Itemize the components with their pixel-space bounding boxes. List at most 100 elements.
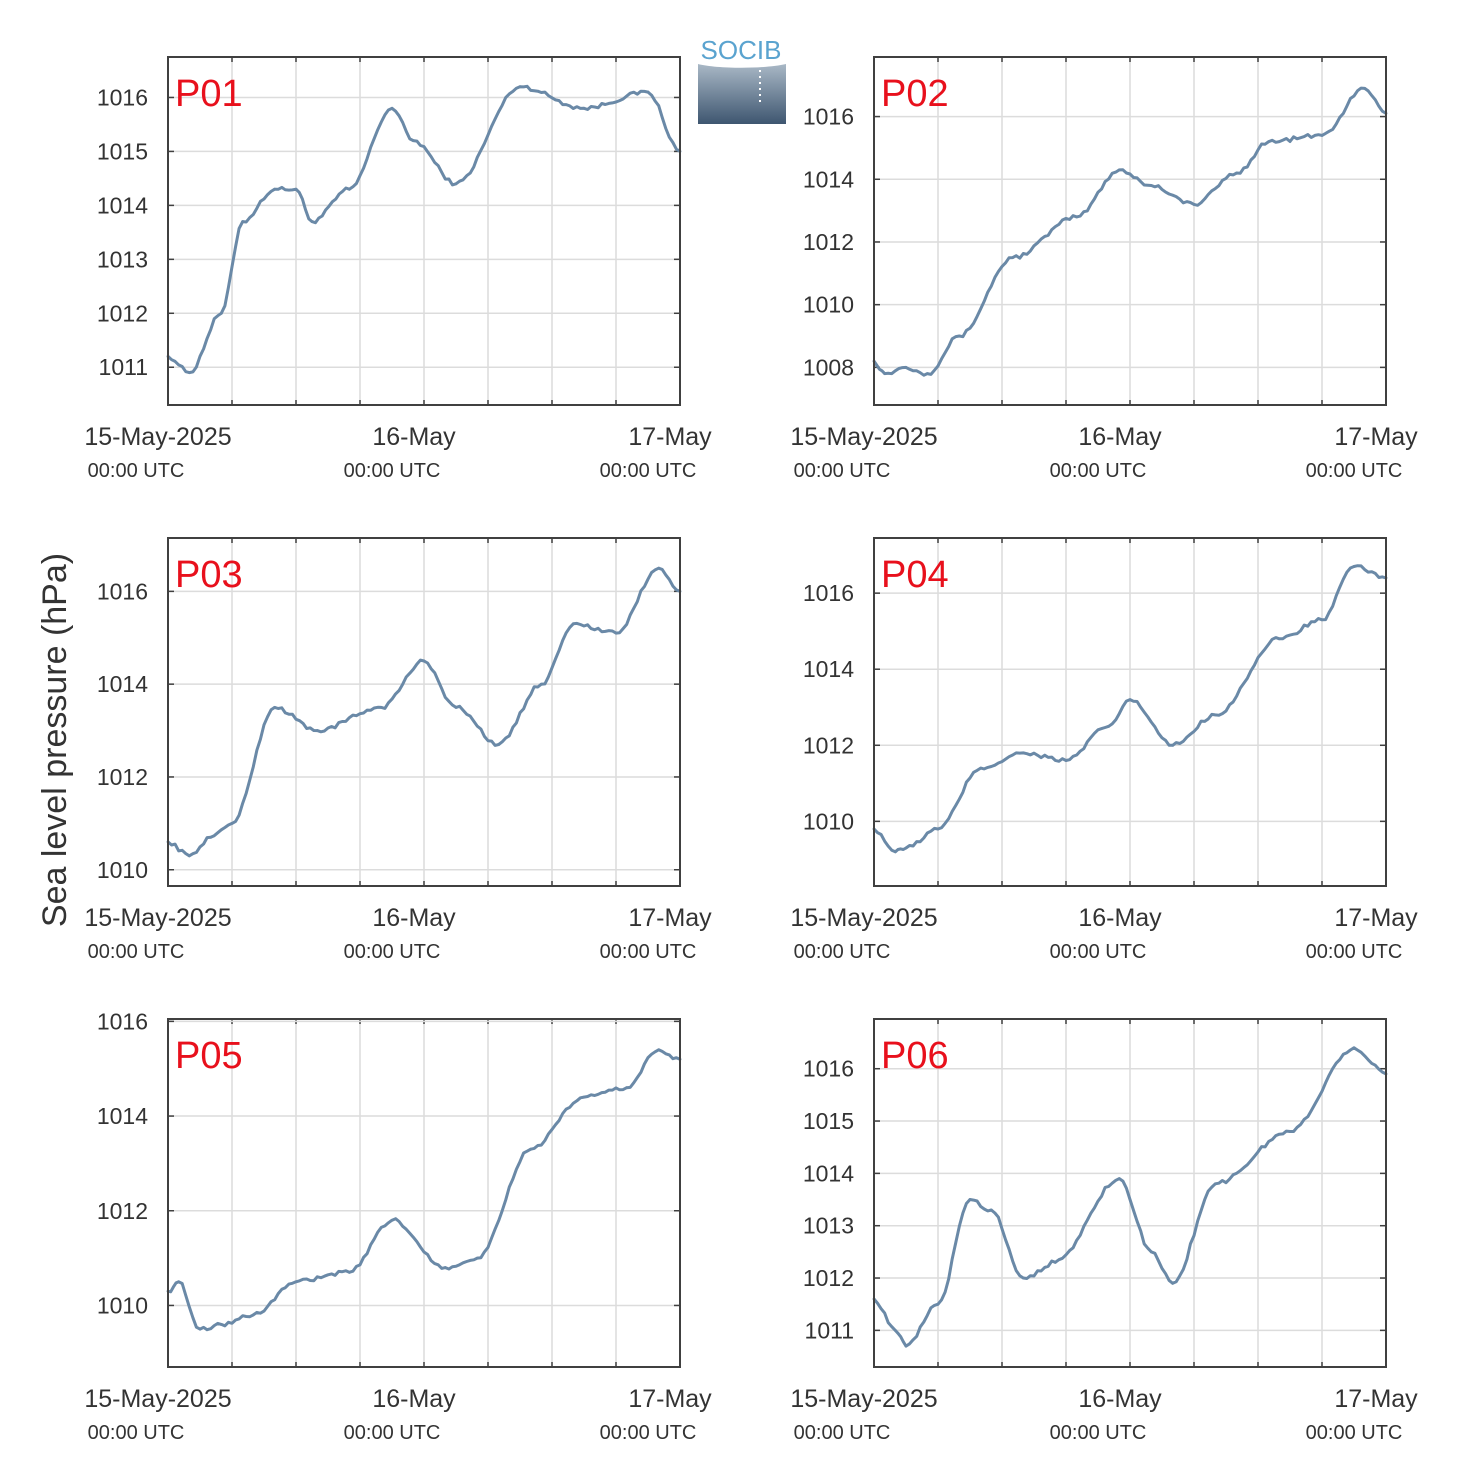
x-tick-label-date: 17-May: [628, 1385, 712, 1413]
data-point: [1288, 1130, 1292, 1133]
y-tick-label: 1011: [805, 1317, 854, 1343]
data-point: [241, 220, 245, 223]
data-point: [497, 743, 501, 746]
y-tick-label: 1014: [97, 1103, 148, 1129]
data-point: [273, 187, 277, 191]
data-point: [936, 1302, 940, 1306]
x-tick-label-time: 00:00 UTC: [344, 941, 441, 963]
data-point: [454, 182, 458, 186]
x-tick-label-time: 00:00 UTC: [794, 1422, 891, 1444]
x-tick-label-date: 15-May-2025: [84, 423, 231, 451]
x-tick-label-time: 00:00 UTC: [1050, 941, 1147, 963]
socib-logo: SOCIB: [698, 35, 786, 124]
data-point: [390, 106, 394, 110]
data-point: [957, 334, 961, 338]
x-tick-label-date: 15-May-2025: [790, 904, 937, 932]
series-line: [167, 1048, 681, 1332]
x-tick-label-date: 15-May-2025: [84, 904, 231, 932]
data-point: [582, 106, 586, 110]
data-point: [1149, 184, 1153, 187]
data-point: [198, 1327, 202, 1331]
data-point: [904, 1344, 908, 1348]
y-tick-label: 1016: [97, 84, 148, 110]
data-point: [310, 220, 314, 223]
data-point: [1053, 1260, 1057, 1264]
data-point: [1011, 256, 1015, 260]
y-tick-label: 1013: [97, 246, 148, 272]
data-point: [582, 1095, 586, 1099]
panel-p06: 1011 1012 1013 1014 1015 1016 P06 15-May-2025 00…: [790, 1018, 1418, 1444]
data-point: [657, 566, 661, 570]
data-point: [1171, 743, 1175, 747]
y-tick-label: 1014: [97, 671, 148, 697]
data-point: [454, 705, 458, 709]
data-point: [379, 705, 383, 709]
data-point: [1128, 698, 1132, 702]
x-tick-label-date: 15-May-2025: [790, 1385, 937, 1413]
data-point: [1352, 1046, 1356, 1050]
data-point: [1117, 168, 1121, 172]
data-point: [1352, 565, 1356, 568]
chart-panels: 1011 1012 1013 1014 1015 1016 P01 15-May-2025 00…: [84, 56, 1418, 1444]
panel-label: P03: [175, 554, 243, 596]
data-point: [1064, 759, 1068, 762]
data-point: [347, 187, 351, 191]
data-point: [475, 1256, 479, 1260]
x-tick-label-time: 00:00 UTC: [344, 460, 441, 482]
y-tick-label: 1014: [803, 1160, 854, 1186]
x-tick-label-time: 00:00 UTC: [1050, 460, 1147, 482]
panel-p02: 1008 1010 1012 1014 1016 P02 15-May-2025 00:00 …: [790, 56, 1418, 482]
x-tick-label-date: 16-May: [372, 1385, 456, 1413]
y-tick-label: 1014: [803, 656, 854, 682]
data-point: [893, 850, 897, 854]
y-tick-label: 1012: [803, 229, 854, 255]
y-tick-label: 1012: [803, 1265, 854, 1291]
data-point: [219, 311, 223, 315]
x-tick-label-date: 16-May: [1078, 423, 1162, 451]
x-tick-label-date: 17-May: [628, 904, 712, 932]
data-point: [422, 659, 426, 663]
x-tick-label-time: 00:00 UTC: [794, 460, 891, 482]
data-point: [1320, 133, 1324, 137]
series-line: [872, 564, 1387, 854]
x-tick-label-time: 00:00 UTC: [1306, 941, 1403, 963]
y-tick-label: 1014: [803, 166, 854, 192]
x-tick-label-time: 00:00 UTC: [600, 941, 697, 963]
x-tick-label-date: 15-May-2025: [84, 1385, 231, 1413]
y-tick-label: 1012: [97, 1198, 148, 1224]
data-point: [1107, 724, 1111, 728]
x-tick-label-date: 16-May: [372, 423, 456, 451]
data-point: [177, 1280, 181, 1284]
plot-frame: [873, 56, 1387, 406]
plot-frame: [167, 1018, 681, 1368]
y-tick-label: 1015: [97, 138, 148, 164]
panel-label: P06: [881, 1035, 949, 1077]
x-tick-label-time: 00:00 UTC: [794, 941, 891, 963]
data-point: [625, 1086, 629, 1090]
data-point: [1192, 202, 1196, 206]
y-axis-title: Sea level pressure (hPa): [36, 553, 74, 927]
data-point: [1213, 1182, 1217, 1186]
plot-frame: [873, 537, 1387, 887]
x-tick-label-time: 00:00 UTC: [600, 460, 697, 482]
plot-frame: [167, 56, 681, 406]
x-tick-label-date: 15-May-2025: [790, 423, 937, 451]
x-tick-label-date: 16-May: [1078, 904, 1162, 932]
panel-p03: 1010 1012 1014 1016 P03 15-May-2025 00:00 UTC 1…: [84, 537, 712, 963]
x-tick-label-time: 00:00 UTC: [88, 460, 185, 482]
y-tick-label: 1008: [803, 354, 854, 380]
data-point: [925, 372, 929, 376]
y-tick-label: 1016: [803, 580, 854, 606]
data-point: [1021, 1276, 1025, 1280]
data-point: [1171, 1281, 1175, 1285]
data-point: [1117, 1177, 1121, 1181]
panel-label: P04: [881, 554, 949, 596]
data-point: [646, 90, 650, 94]
panel-label: P02: [881, 73, 949, 115]
data-point: [529, 1147, 533, 1151]
data-point: [968, 1198, 972, 1201]
series-line: [872, 86, 1387, 377]
x-tick-label-date: 17-May: [1334, 423, 1418, 451]
y-tick-label: 1016: [803, 1056, 854, 1082]
